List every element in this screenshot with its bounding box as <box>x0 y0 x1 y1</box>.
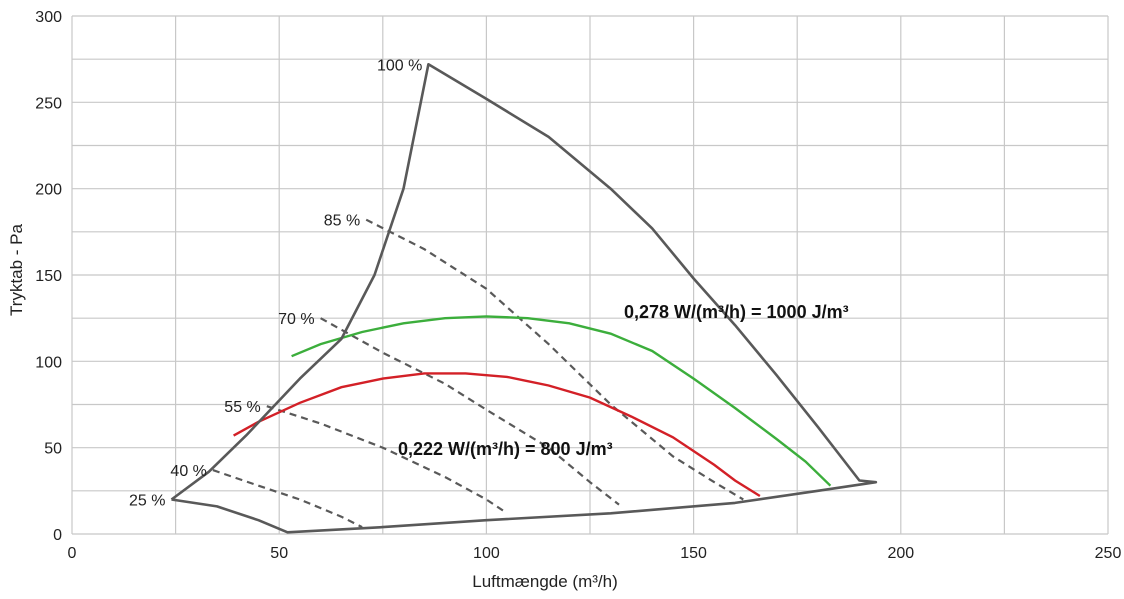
speed-label: 25 % <box>129 492 165 509</box>
y-tick-labels: 0 50 100 150 200 250 300 <box>35 9 62 544</box>
x-tick-label: 200 <box>887 545 914 562</box>
power-curve <box>291 315 832 487</box>
speed-label: 70 % <box>278 311 314 328</box>
y-tick-label: 150 <box>35 268 62 285</box>
speed-labels: 100 % 85 % 70 % 55 % 40 % 25 % <box>129 57 422 509</box>
speed-curve <box>320 317 620 506</box>
x-tick-label: 0 <box>68 545 77 562</box>
y-tick-label: 200 <box>35 182 62 199</box>
y-tick-label: 50 <box>44 441 62 458</box>
speed-curve <box>365 218 744 501</box>
x-tick-label: 50 <box>270 545 288 562</box>
speed-label: 55 % <box>224 399 260 416</box>
x-tick-label: 250 <box>1095 545 1122 562</box>
y-axis-label: Tryktab - Pa <box>7 223 26 315</box>
speed-label: 85 % <box>324 213 360 230</box>
series-layer <box>170 63 878 534</box>
grid <box>71 15 1109 535</box>
x-tick-label: 100 <box>473 545 500 562</box>
red-curve-label: 0,222 W/(m³/h) = 800 J/m³ <box>398 439 613 459</box>
x-tick-labels: 0 50 100 150 200 250 <box>68 545 1122 562</box>
y-tick-label: 300 <box>35 9 62 26</box>
speed-curve <box>266 405 508 515</box>
y-tick-label: 0 <box>53 527 62 544</box>
y-tick-label: 100 <box>35 354 62 371</box>
x-tick-label: 150 <box>680 545 707 562</box>
x-axis-label: Luftmængde (m³/h) <box>472 572 618 591</box>
speed-label: 40 % <box>170 463 206 480</box>
y-tick-label: 250 <box>35 95 62 112</box>
green-curve-label: 0,278 W/(m³/h) = 1000 J/m³ <box>624 302 849 322</box>
operating-envelope <box>170 63 878 534</box>
power-curve <box>233 372 761 498</box>
speed-curve <box>212 469 363 529</box>
speed-label: 100 % <box>377 57 422 74</box>
